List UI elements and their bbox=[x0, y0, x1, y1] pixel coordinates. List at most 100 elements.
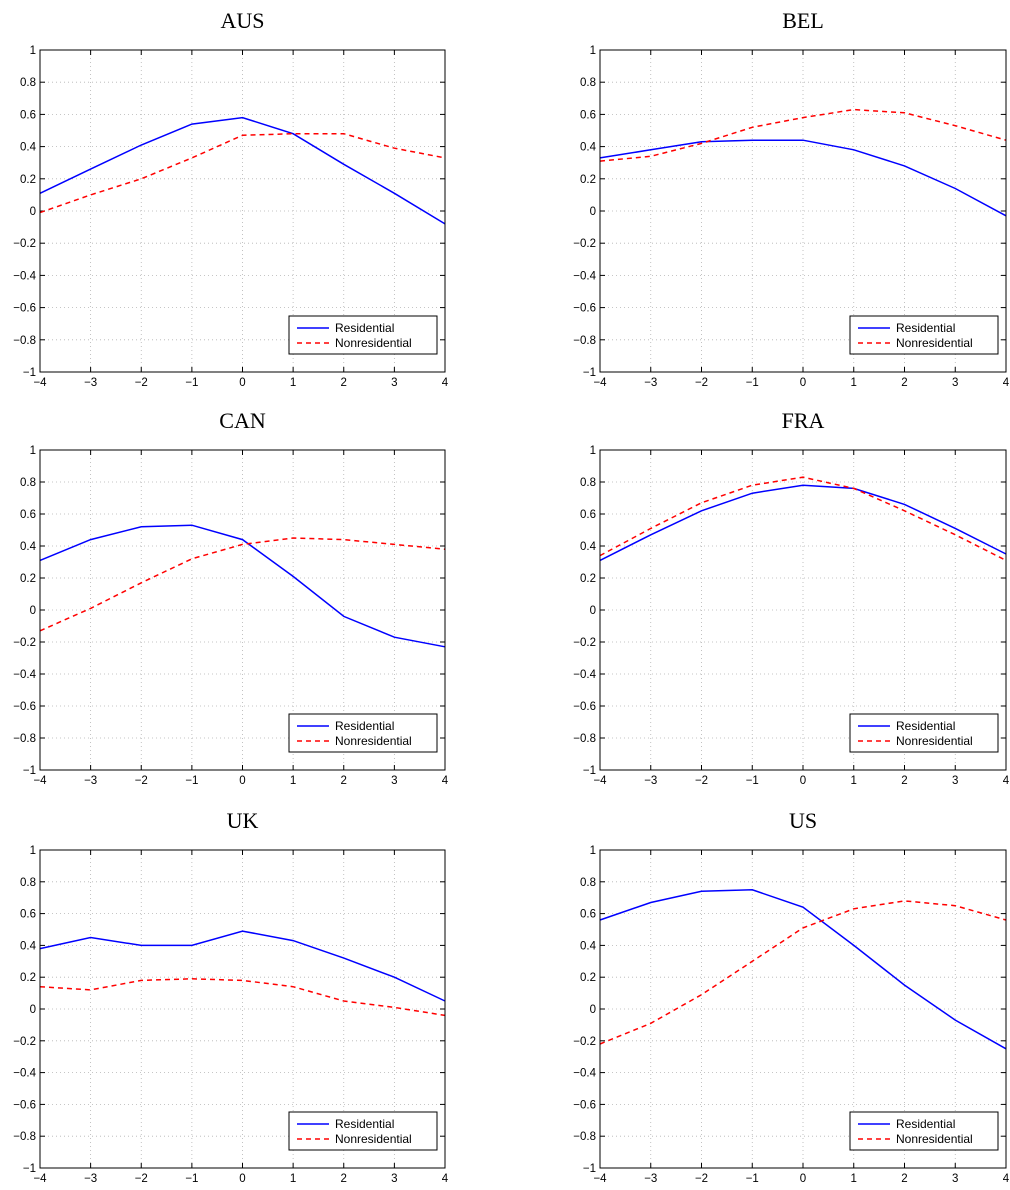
legend-box bbox=[288, 1111, 438, 1151]
x-tick-label: 4 bbox=[442, 1173, 449, 1185]
x-tick-label: 3 bbox=[952, 1173, 958, 1185]
y-tick-label: 0.4 bbox=[580, 541, 597, 553]
y-tick-label: −0.2 bbox=[573, 238, 596, 250]
y-tick-label: 0.8 bbox=[580, 77, 596, 89]
x-tick-label: 0 bbox=[800, 377, 806, 389]
x-tick-label: −2 bbox=[135, 377, 148, 389]
x-tick-label: 2 bbox=[901, 775, 907, 787]
x-tick-label: −4 bbox=[593, 377, 607, 389]
y-tick-label: 0.2 bbox=[580, 174, 596, 186]
y-tick-label: 0 bbox=[30, 206, 36, 218]
axes-frame bbox=[599, 449, 1007, 771]
y-tick-label: 0.6 bbox=[20, 509, 36, 521]
x-tick-label: 3 bbox=[952, 377, 958, 389]
legend-box bbox=[849, 1111, 999, 1151]
series-line-residential bbox=[599, 139, 1007, 217]
y-tick-label: −0.6 bbox=[573, 303, 596, 315]
y-tick-label: −0.2 bbox=[573, 637, 596, 649]
axes-frame bbox=[39, 849, 446, 1169]
y-tick-label: −1 bbox=[583, 1163, 596, 1175]
series-line-residential bbox=[599, 889, 1007, 1050]
y-tick-label: −0.8 bbox=[573, 1131, 596, 1143]
legend-label-nonresidential: Nonresidential bbox=[896, 734, 973, 748]
y-tick-label: −0.4 bbox=[13, 1068, 36, 1080]
legend-box bbox=[849, 315, 999, 355]
x-tick-label: 0 bbox=[800, 1173, 806, 1185]
y-tick-label: −0.6 bbox=[13, 1099, 36, 1111]
x-tick-label: 2 bbox=[901, 1173, 907, 1185]
y-tick-label: 0.6 bbox=[20, 109, 36, 121]
y-tick-label: −1 bbox=[23, 1163, 36, 1175]
x-tick-label: 0 bbox=[800, 775, 806, 787]
y-tick-label: −0.6 bbox=[573, 701, 596, 713]
y-tick-label: 1 bbox=[590, 45, 596, 57]
x-tick-label: 0 bbox=[239, 775, 245, 787]
legend-label-residential: Residential bbox=[896, 719, 955, 733]
y-tick-label: 0.2 bbox=[580, 573, 596, 585]
x-tick-label: 2 bbox=[341, 1173, 347, 1185]
legend-label-residential: Residential bbox=[335, 719, 394, 733]
y-tick-label: 0.2 bbox=[580, 972, 596, 984]
y-tick-label: 0.8 bbox=[580, 877, 596, 889]
x-tick-label: −2 bbox=[135, 775, 148, 787]
panel-uk: UK −4 −3 −2 −1 0 1 2 3 4 −1 −0.8 −0.6 −0.4 −0.2 0 0.2 0.4… bbox=[13, 808, 449, 1185]
x-tick-label: −1 bbox=[185, 377, 198, 389]
x-tick-label: 3 bbox=[952, 775, 958, 787]
x-tick-label: 4 bbox=[442, 377, 449, 389]
x-tick-label: 3 bbox=[391, 377, 397, 389]
legend-box bbox=[849, 713, 999, 753]
axes-frame bbox=[599, 849, 1007, 1169]
y-tick-label: −0.6 bbox=[573, 1099, 596, 1111]
x-tick-label: −2 bbox=[695, 775, 708, 787]
x-tick-label: 1 bbox=[851, 775, 857, 787]
y-tick-label: −0.2 bbox=[573, 1036, 596, 1048]
legend-label-nonresidential: Nonresidential bbox=[335, 336, 412, 350]
x-tick-label: −3 bbox=[84, 1173, 97, 1185]
series-line-residential bbox=[39, 524, 446, 648]
x-tick-label: 3 bbox=[391, 1173, 397, 1185]
x-tick-label: −1 bbox=[746, 1173, 759, 1185]
series-line-nonresidential bbox=[39, 978, 446, 1017]
y-tick-label: 0 bbox=[590, 1004, 596, 1016]
y-tick-label: −1 bbox=[583, 367, 596, 379]
y-tick-label: 0.4 bbox=[20, 541, 37, 553]
x-tick-label: −3 bbox=[644, 775, 657, 787]
y-tick-label: 0 bbox=[30, 605, 36, 617]
y-tick-label: 0.6 bbox=[20, 909, 36, 921]
y-tick-label: 0.4 bbox=[580, 940, 597, 952]
y-tick-label: 0.6 bbox=[580, 909, 596, 921]
series-line-nonresidential bbox=[599, 900, 1007, 1045]
y-tick-label: −0.8 bbox=[573, 335, 596, 347]
legend-label-nonresidential: Nonresidential bbox=[335, 734, 412, 748]
y-tick-label: −0.2 bbox=[13, 238, 36, 250]
y-tick-label: −0.8 bbox=[13, 335, 36, 347]
x-tick-label: 2 bbox=[901, 377, 907, 389]
y-tick-label: −0.4 bbox=[13, 270, 36, 282]
x-tick-label: 2 bbox=[341, 775, 347, 787]
y-tick-label: 1 bbox=[590, 845, 596, 857]
x-tick-label: 0 bbox=[239, 377, 245, 389]
x-tick-label: −2 bbox=[695, 377, 708, 389]
y-tick-label: −1 bbox=[583, 765, 596, 777]
x-tick-label: −1 bbox=[185, 775, 198, 787]
legend-box bbox=[288, 315, 438, 355]
x-tick-label: 4 bbox=[442, 775, 449, 787]
x-tick-label: 4 bbox=[1003, 775, 1010, 787]
x-tick-label: −4 bbox=[593, 775, 607, 787]
legend-label-residential: Residential bbox=[335, 321, 394, 335]
y-tick-label: 0 bbox=[590, 605, 596, 617]
axes-frame bbox=[599, 49, 1007, 373]
x-tick-label: −2 bbox=[695, 1173, 708, 1185]
legend-label-residential: Residential bbox=[335, 1117, 394, 1131]
y-tick-label: 1 bbox=[590, 445, 596, 457]
legend-label-nonresidential: Nonresidential bbox=[335, 1132, 412, 1146]
y-tick-label: −0.2 bbox=[13, 1036, 36, 1048]
y-tick-label: 1 bbox=[30, 845, 36, 857]
y-tick-label: 1 bbox=[30, 45, 36, 57]
